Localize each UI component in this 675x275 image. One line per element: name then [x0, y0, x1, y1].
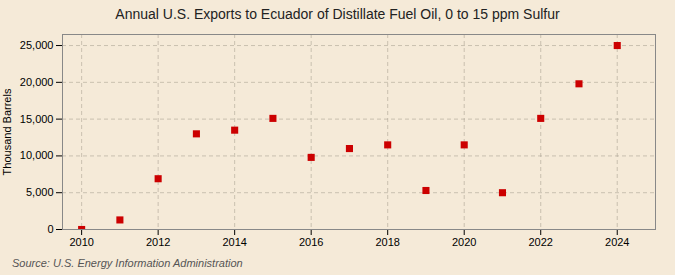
svg-text:0: 0	[47, 223, 53, 235]
svg-text:15,000: 15,000	[20, 113, 54, 125]
svg-text:5,000: 5,000	[26, 186, 54, 198]
svg-text:Thousand Barrels: Thousand Barrels	[1, 88, 13, 175]
svg-text:2020: 2020	[452, 236, 476, 248]
svg-text:2012: 2012	[146, 236, 170, 248]
svg-text:2014: 2014	[222, 236, 246, 248]
svg-text:2010: 2010	[69, 236, 93, 248]
svg-text:2016: 2016	[299, 236, 323, 248]
svg-text:2024: 2024	[605, 236, 629, 248]
html-text:Annual U.S. Exports to Ecuador: Annual U.S. Exports to Ecuador of Distil…	[115, 6, 560, 22]
svg-text:10,000: 10,000	[20, 149, 54, 161]
svg-text:25,000: 25,000	[20, 39, 54, 51]
svg-text:2018: 2018	[375, 236, 399, 248]
svg-text:2022: 2022	[528, 236, 552, 248]
svg-text:20,000: 20,000	[20, 76, 54, 88]
html-text:Source: U.S. Energy Informatio: Source: U.S. Energy Information Administ…	[12, 257, 243, 269]
